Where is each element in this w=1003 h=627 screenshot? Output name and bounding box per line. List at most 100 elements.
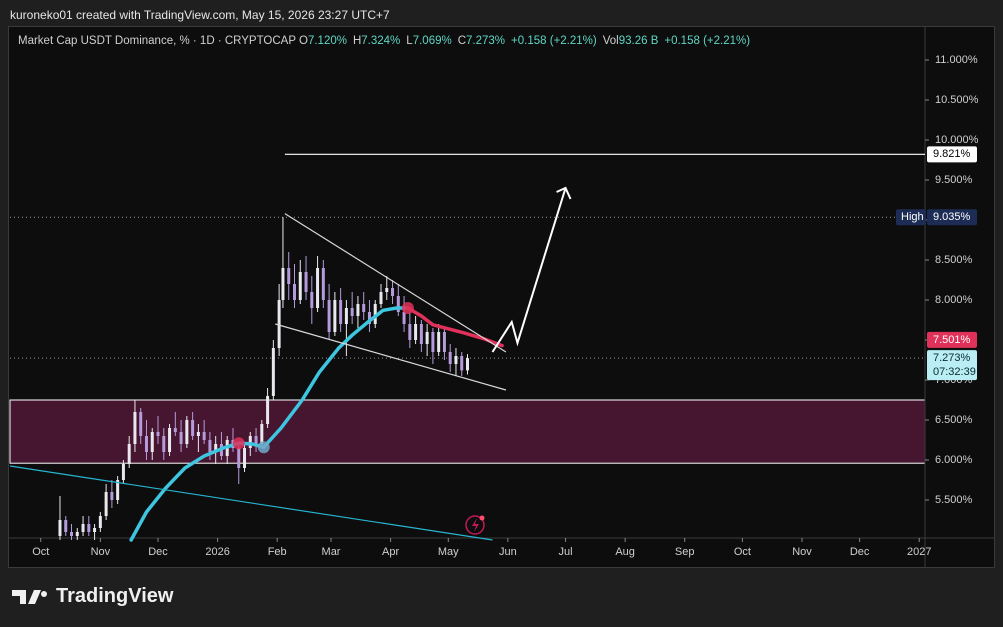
candle-body: [367, 312, 371, 324]
x-tick-label: 2027: [907, 546, 931, 558]
legend-label: Vol: [602, 35, 619, 47]
x-tick-label: Apr: [382, 546, 399, 558]
x-tick-label: Nov: [91, 546, 111, 558]
y-tick-label: 10.000%: [935, 134, 979, 146]
candle-body: [116, 480, 120, 500]
candle-body: [408, 324, 412, 340]
candle-body: [168, 428, 172, 452]
legend-label: C: [457, 35, 467, 47]
candle-body: [104, 492, 108, 516]
x-tick-label: Sep: [675, 546, 695, 558]
candle-body: [87, 524, 91, 532]
candle-body: [356, 304, 360, 316]
candle-body: [75, 532, 79, 536]
candle-body: [402, 312, 406, 324]
zone: [9, 399, 926, 464]
candle-body: [185, 420, 189, 444]
candle-body: [321, 268, 325, 300]
signal-dot: [401, 302, 414, 314]
candle-body: [287, 268, 291, 284]
legend-value: +0.158 (+2.21%): [664, 35, 751, 47]
candle-body: [437, 332, 441, 352]
candle-body: [431, 332, 435, 352]
candle-body: [385, 288, 389, 292]
candle-body: [191, 420, 195, 436]
candle-body: [271, 348, 275, 396]
candle-body: [243, 448, 247, 468]
x-tick-label: Jul: [559, 546, 573, 558]
candle-body: [237, 448, 241, 468]
legend-value: 7.120%: [307, 35, 347, 47]
candle-body: [121, 464, 125, 480]
header: kuroneko01 created with TradingView.com,…: [10, 8, 390, 22]
candle-body: [419, 324, 423, 344]
moving-average: [406, 306, 504, 348]
y-tick-label: 8.500%: [935, 254, 973, 266]
price-label-box: [927, 331, 977, 348]
candle-body: [156, 432, 160, 436]
y-tick-label: 6.000%: [935, 454, 973, 466]
candle-body: [214, 444, 218, 452]
candle-body: [327, 300, 331, 332]
candle-body: [208, 440, 212, 452]
candle-body: [379, 292, 383, 304]
candle-body: [70, 532, 74, 536]
drawing-line: [9, 465, 493, 541]
candle-body: [196, 432, 200, 436]
signal-dot: [232, 437, 245, 450]
legend-value: +0.158 (+2.21%): [511, 35, 597, 47]
candle-body: [333, 300, 337, 332]
candle-body: [254, 436, 258, 444]
y-tick-label: 6.500%: [935, 414, 973, 426]
legend-label: O: [299, 35, 308, 47]
candle-body: [442, 332, 446, 352]
x-tick-label: Aug: [615, 546, 635, 558]
chart: 5.500%6.000%6.500%7.000%7.500%8.000%8.50…: [8, 26, 995, 568]
candle-body: [277, 300, 281, 348]
candle-body: [292, 284, 296, 300]
candle-body: [202, 432, 206, 440]
candle-body: [58, 520, 62, 536]
candle-body: [339, 300, 343, 324]
price-label: 9.035%: [933, 211, 971, 223]
candle-body: [93, 528, 97, 532]
price-label-box: [927, 209, 977, 226]
candle-body: [133, 412, 137, 444]
candle-body: [150, 432, 154, 452]
x-tick-label: Dec: [148, 546, 168, 558]
signal-dot: [257, 441, 270, 454]
chart-title: Market Cap USDT Dominance, % · 1D · CRYP…: [18, 35, 296, 47]
candle-body: [98, 516, 102, 528]
x-tick-label: Oct: [32, 546, 49, 558]
x-tick-label: Feb: [268, 546, 287, 558]
legend-value: 7.069%: [412, 35, 452, 47]
event-icon: [465, 515, 485, 535]
x-tick-label: 2026: [205, 546, 229, 558]
y-tick-label: 9.500%: [935, 174, 973, 186]
legend-label: L: [406, 35, 413, 47]
legend-value: 93.26 B: [618, 35, 659, 47]
x-tick-label: Oct: [734, 546, 751, 558]
candle-body: [81, 524, 85, 532]
x-tick-label: Nov: [792, 546, 812, 558]
candle-body: [260, 424, 264, 444]
candle-body: [162, 436, 166, 452]
candle-body: [64, 520, 68, 532]
candle-body: [298, 272, 302, 300]
price-tag-box: [896, 209, 926, 226]
candle-body: [310, 292, 314, 308]
candle-body: [454, 356, 458, 364]
legend: Market Cap USDT Dominance, % · 1D · CRYP…: [18, 35, 756, 47]
candle-body: [179, 432, 183, 444]
candle-body: [139, 412, 143, 436]
candle-body: [144, 436, 148, 452]
candle-body: [362, 304, 366, 312]
candle-body: [448, 352, 452, 364]
event-dot: [479, 515, 485, 521]
x-tick-label: Jun: [499, 546, 517, 558]
candle-body: [425, 332, 429, 344]
candle-body: [316, 268, 320, 308]
drawing-line: [284, 213, 507, 353]
legend-value: 7.324%: [361, 35, 401, 47]
